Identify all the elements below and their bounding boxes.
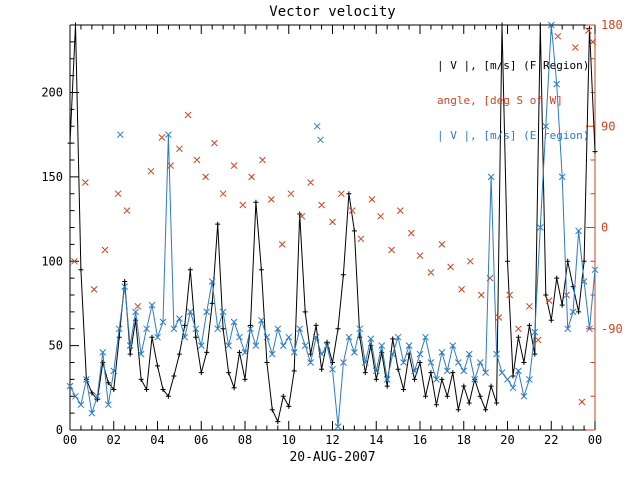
svg-text:-90: -90	[601, 322, 623, 336]
x-axis-label: 20-AUG-2007	[289, 450, 376, 465]
svg-text:00: 00	[63, 433, 77, 447]
svg-text:50: 50	[49, 339, 63, 353]
svg-text:0: 0	[601, 221, 608, 235]
legend-e-region-speed: | V |, [m/s] (E region)	[437, 129, 590, 142]
svg-text:04: 04	[150, 433, 164, 447]
svg-text:12: 12	[325, 433, 339, 447]
svg-text:0: 0	[56, 423, 63, 437]
legend-angle: angle, [deg S of W]	[437, 94, 563, 107]
svg-text:200: 200	[41, 86, 63, 100]
svg-text:06: 06	[194, 433, 208, 447]
legend: | V |, [m/s] (F Region) angle, [deg S of…	[437, 48, 589, 153]
svg-text:180: 180	[601, 18, 623, 32]
svg-text:100: 100	[41, 254, 63, 268]
svg-text:150: 150	[41, 170, 63, 184]
legend-f-region-speed: | V |, [m/s] (F Region)	[437, 59, 590, 72]
svg-text:22: 22	[544, 433, 558, 447]
svg-text:20: 20	[500, 433, 514, 447]
svg-text:18: 18	[457, 433, 471, 447]
svg-text:02: 02	[107, 433, 121, 447]
svg-text:16: 16	[413, 433, 427, 447]
chart-title: Vector velocity	[269, 4, 396, 20]
svg-text:14: 14	[369, 433, 383, 447]
svg-text:10: 10	[282, 433, 296, 447]
svg-text:90: 90	[601, 119, 615, 133]
svg-text:00: 00	[588, 433, 602, 447]
svg-text:08: 08	[238, 433, 252, 447]
